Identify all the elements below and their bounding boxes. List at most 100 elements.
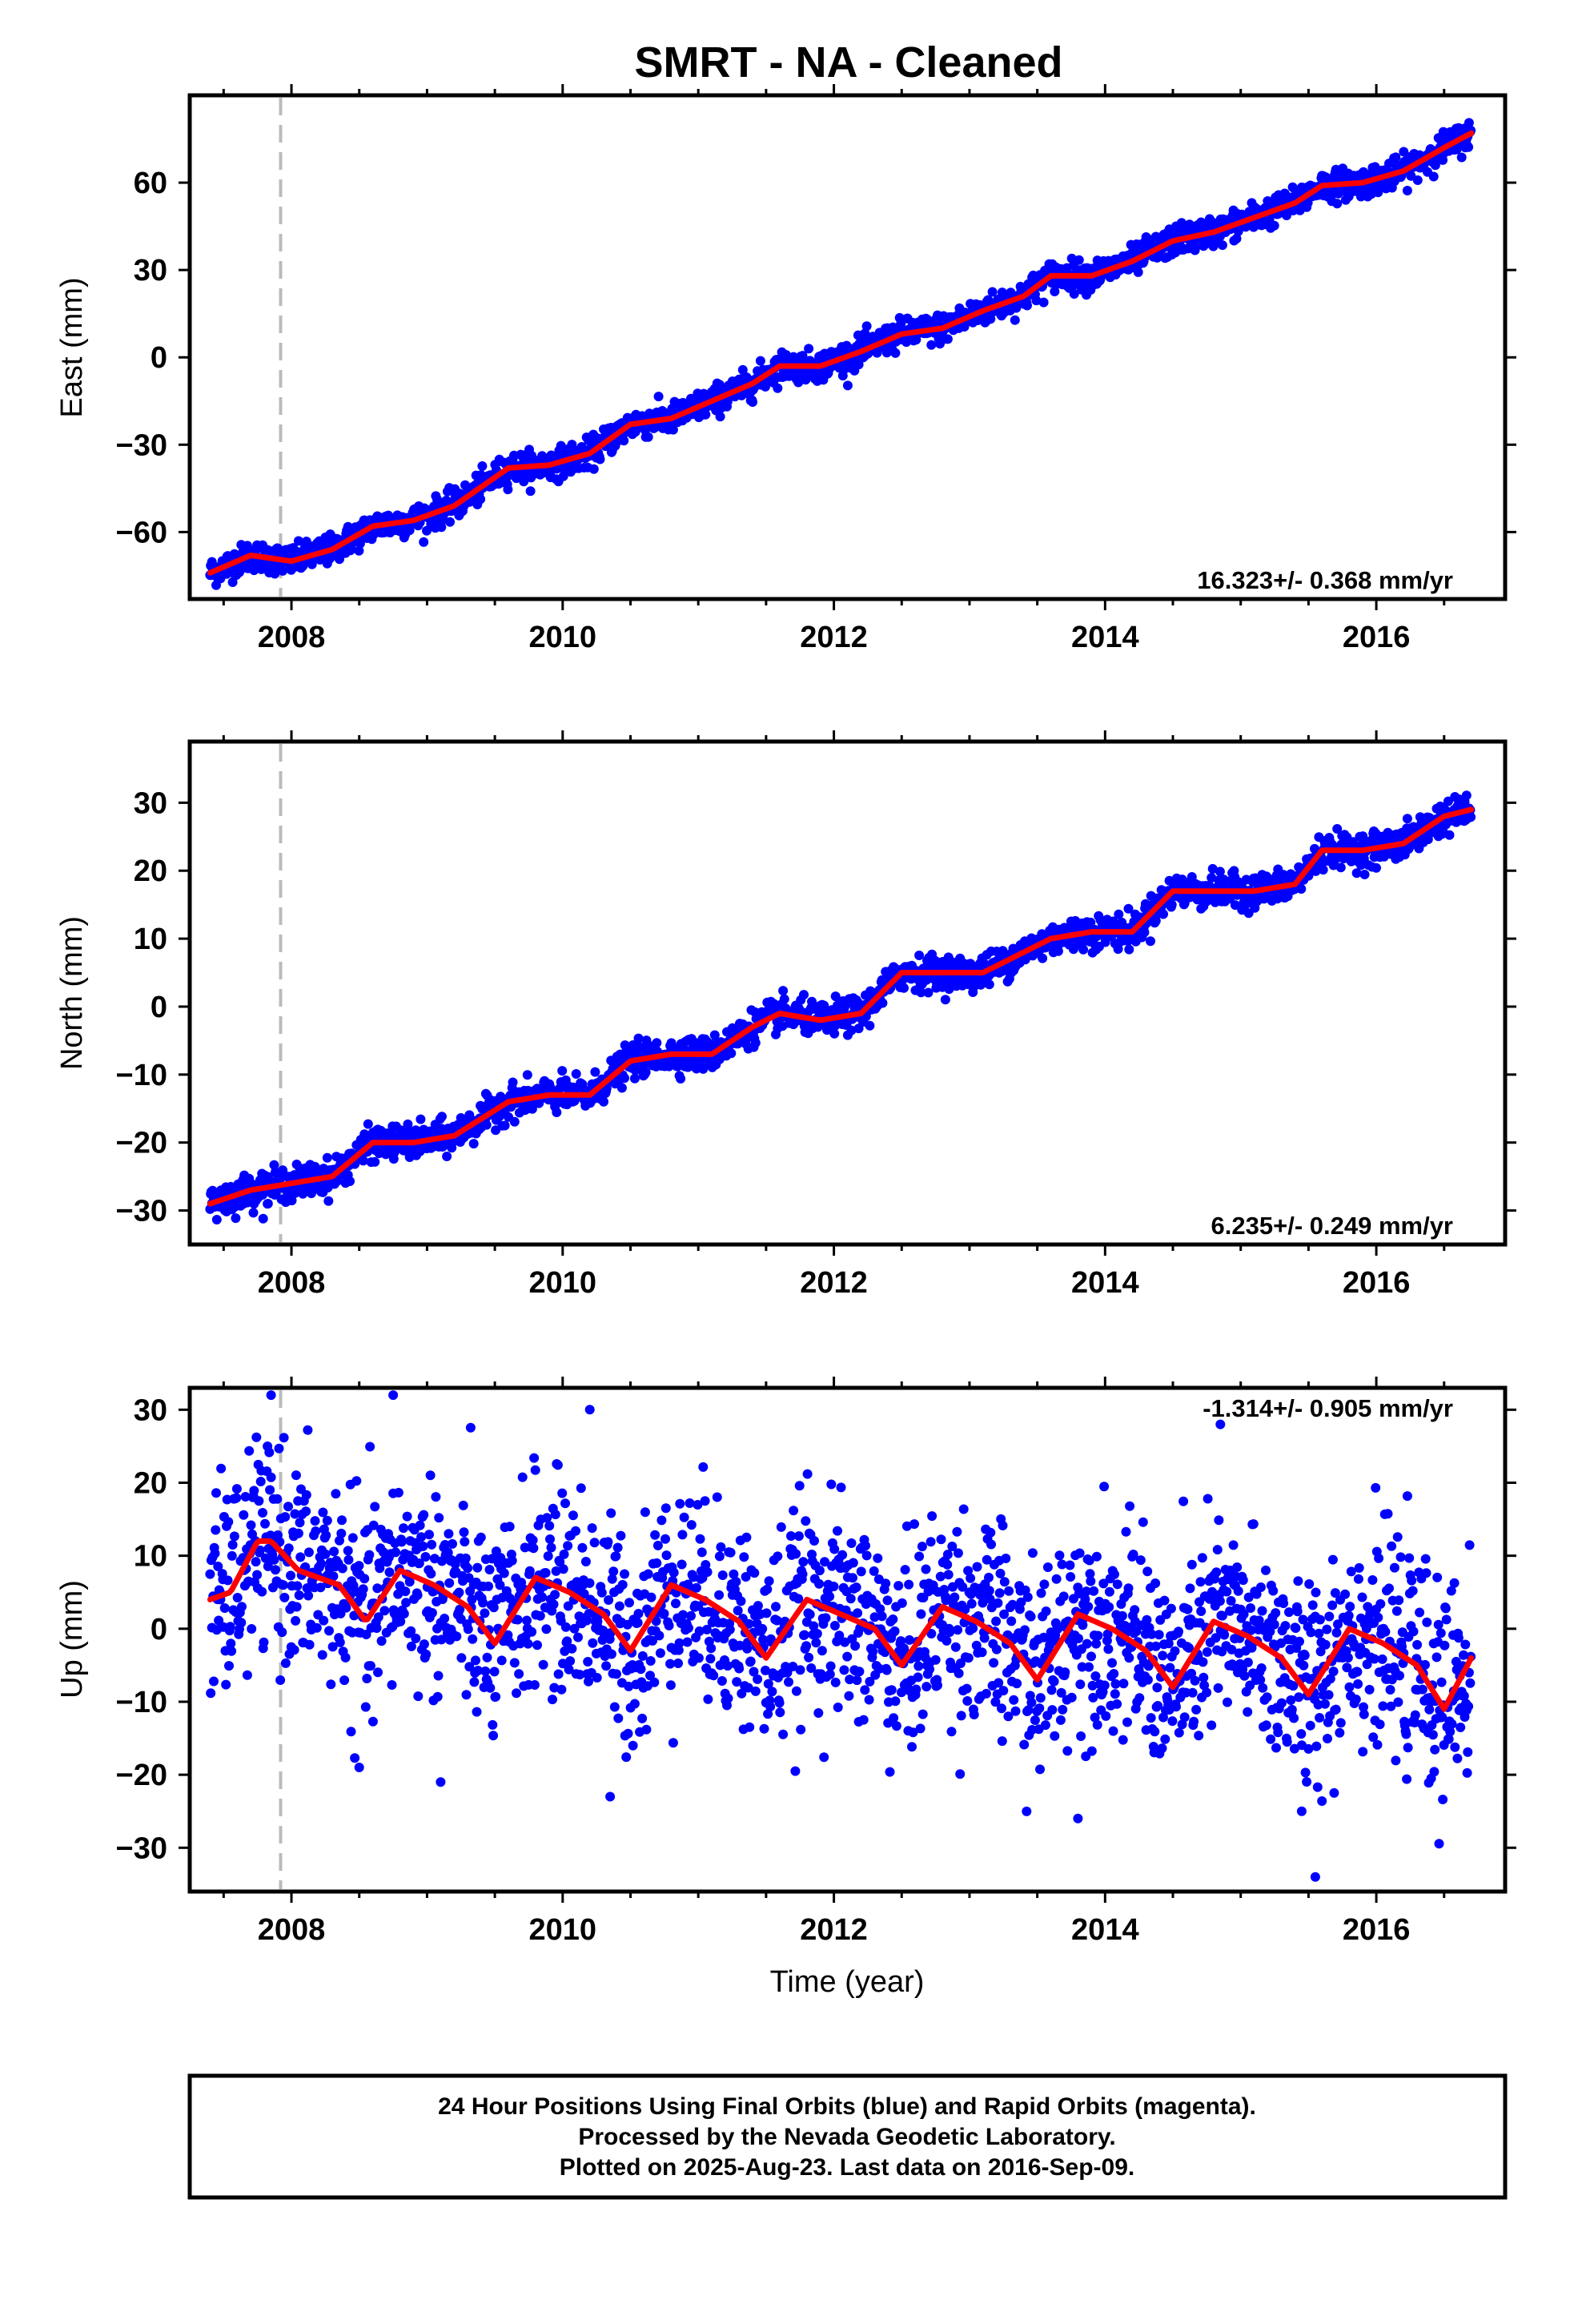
up-point <box>580 1557 591 1566</box>
up-point <box>434 1513 444 1523</box>
east-point <box>1402 186 1412 195</box>
up-point <box>427 1608 437 1618</box>
up-point <box>229 1531 239 1542</box>
up-point <box>552 1460 563 1470</box>
up-point <box>571 1526 580 1536</box>
up-point <box>279 1433 289 1443</box>
up-point <box>227 1646 237 1656</box>
north-point <box>1359 870 1370 879</box>
up-point <box>367 1716 378 1727</box>
up-point <box>318 1507 328 1518</box>
north-point <box>1402 814 1412 824</box>
up-point <box>335 1637 345 1647</box>
up-point <box>528 1543 539 1554</box>
up-point <box>517 1472 528 1482</box>
up-point <box>548 1599 559 1610</box>
east-axis-label: East (mm) <box>55 277 89 417</box>
up-point <box>577 1542 588 1553</box>
up-point <box>546 1542 556 1553</box>
up-point <box>421 1649 432 1659</box>
east-point <box>1231 234 1242 243</box>
up-point <box>606 1508 616 1518</box>
up-point <box>399 1609 409 1619</box>
up-point <box>311 1526 321 1536</box>
east-point <box>588 464 599 474</box>
north-point <box>557 1066 568 1076</box>
east-point <box>842 380 853 391</box>
up-point <box>478 1598 488 1608</box>
up-point <box>558 1564 568 1574</box>
up-point <box>514 1669 524 1679</box>
up-point <box>358 1584 368 1594</box>
up-point <box>271 1565 280 1575</box>
up-point <box>458 1500 468 1510</box>
up-point <box>365 1661 375 1671</box>
east-point <box>668 424 678 435</box>
north-y-tick-label: −10 <box>116 1059 167 1092</box>
up-point <box>340 1652 351 1663</box>
up-point <box>246 1520 256 1530</box>
up-point <box>210 1548 220 1558</box>
north-point <box>865 1020 875 1031</box>
east-x-tick-label: 2016 <box>1343 621 1411 654</box>
north-point <box>1124 944 1134 955</box>
north-point <box>799 990 809 1000</box>
up-point <box>548 1695 557 1705</box>
up-point <box>603 1537 613 1547</box>
up-point <box>283 1543 294 1554</box>
north-point <box>363 1119 373 1129</box>
north-point <box>468 1139 479 1149</box>
up-point <box>343 1546 353 1556</box>
up-point <box>317 1650 327 1660</box>
east-point <box>804 344 814 354</box>
up-point <box>560 1498 570 1509</box>
up-point <box>399 1523 408 1534</box>
up-point <box>400 1586 411 1597</box>
up-point <box>258 1508 267 1518</box>
up-point <box>496 1655 507 1666</box>
up-point <box>254 1496 264 1506</box>
east-point <box>1428 171 1439 182</box>
up-point <box>291 1615 301 1626</box>
up-point <box>530 1465 540 1475</box>
up-point <box>489 1667 500 1677</box>
up-point <box>527 1626 537 1637</box>
up-point <box>544 1521 555 1531</box>
up-point <box>209 1676 219 1687</box>
east-point <box>476 494 486 505</box>
east-point <box>1391 152 1401 163</box>
north-x-tick-label: 2010 <box>529 1266 597 1300</box>
east-point <box>1269 220 1279 231</box>
up-point <box>351 1476 362 1486</box>
up-point <box>225 1622 235 1632</box>
up-point <box>236 1618 247 1628</box>
up-point <box>472 1562 483 1573</box>
up-point <box>393 1487 404 1498</box>
up-point <box>249 1486 259 1496</box>
up-point <box>592 1673 602 1683</box>
north-point <box>1444 830 1455 840</box>
up-point <box>628 1740 638 1751</box>
east-point <box>1217 240 1227 251</box>
up-point <box>326 1679 336 1690</box>
up-point <box>471 1655 480 1666</box>
up-point <box>310 1516 320 1526</box>
up-point <box>219 1603 230 1613</box>
up-point <box>412 1590 423 1600</box>
east-point <box>942 334 953 344</box>
north-point <box>552 1108 562 1117</box>
up-point <box>545 1534 555 1544</box>
up-point <box>529 1680 540 1690</box>
east-point <box>1069 289 1079 299</box>
north-point <box>322 1152 332 1163</box>
up-point <box>341 1602 351 1613</box>
up-point <box>553 1669 564 1679</box>
up-point <box>379 1606 390 1616</box>
north-x-tick-label: 2016 <box>1343 1266 1411 1300</box>
north-point <box>447 1143 457 1153</box>
north-point <box>508 1077 518 1088</box>
up-points <box>205 1390 1476 1882</box>
up-point <box>529 1453 540 1463</box>
north-point <box>1166 899 1177 910</box>
up-point <box>488 1731 499 1741</box>
